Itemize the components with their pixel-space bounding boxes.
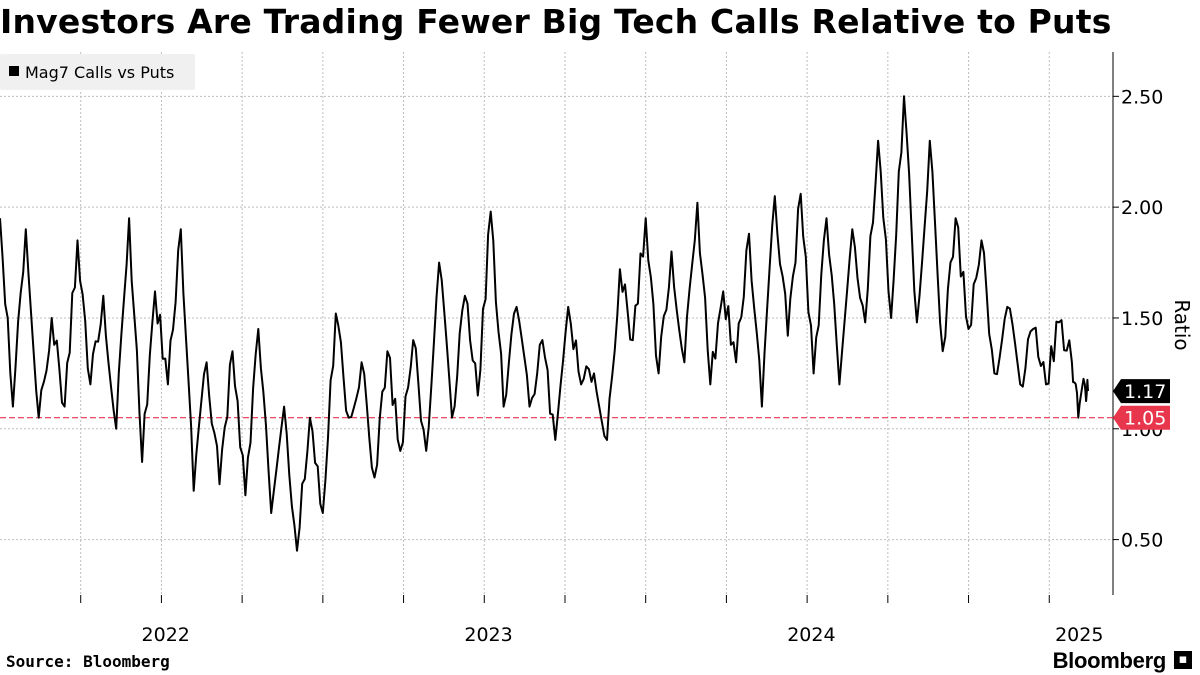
y-tick-label: 0.50 — [1121, 530, 1163, 552]
last-value-label: 1.17 — [1124, 381, 1166, 403]
x-tick-label: 2024 — [787, 624, 835, 646]
x-tick-label: 2025 — [1055, 624, 1103, 646]
reference-value-badge — [1113, 405, 1170, 430]
series-line-mag7 — [0, 95, 1089, 552]
y-axis-title: Ratio — [1170, 299, 1194, 350]
x-axis-ticks: 2022 2023 2024 2025 — [80, 595, 1103, 646]
y-tick-label: 1.50 — [1121, 308, 1163, 330]
x-tick-label: 2023 — [464, 624, 512, 646]
x-tick-label: 2022 — [142, 624, 190, 646]
last-value-marker: 1.17 — [1113, 379, 1170, 404]
vertical-gridlines — [80, 52, 1050, 595]
legend-label: Mag7 Calls vs Puts — [25, 63, 174, 82]
brand-logo: Bloomberg — [1052, 648, 1167, 673]
y-tick-label: 2.00 — [1121, 197, 1163, 219]
y-tick-label: 2.50 — [1121, 86, 1163, 108]
bloomberg-terminal-icon: ▪ — [1174, 651, 1192, 669]
last-value-badge — [1113, 379, 1170, 404]
chart-title: Investors Are Trading Fewer Big Tech Cal… — [0, 2, 1112, 41]
legend-box — [0, 54, 195, 90]
y-axis-ticks: 0.501.001.502.002.50 — [1113, 86, 1163, 552]
reference-value-marker: 1.05 — [1113, 405, 1170, 430]
source-note: Source: Bloomberg — [6, 652, 170, 671]
legend-swatch — [9, 66, 19, 76]
reference-value-label: 1.05 — [1124, 408, 1166, 430]
